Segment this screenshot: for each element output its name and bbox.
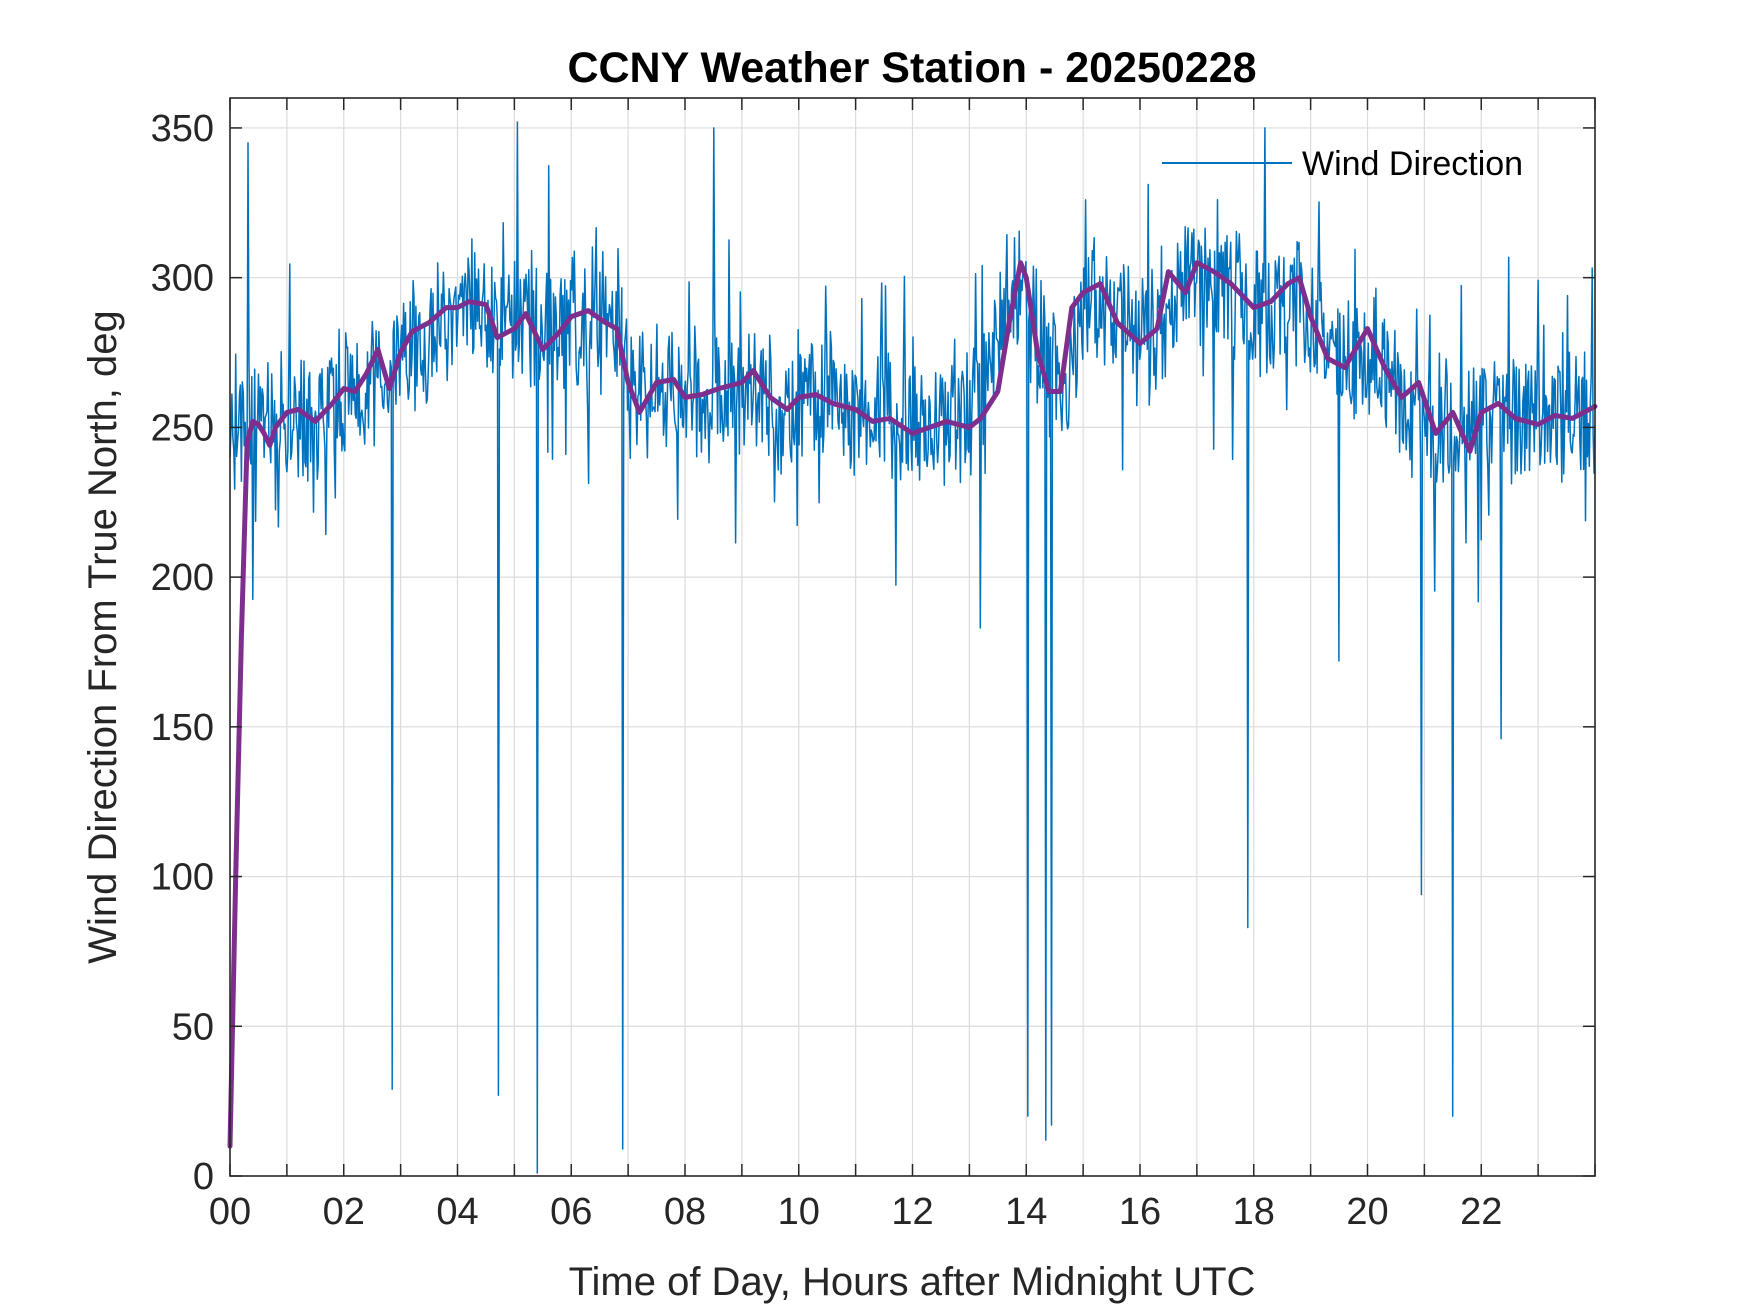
wind-direction-line	[229, 121, 1596, 1174]
y-axis-label: Wind Direction From True North, deg	[81, 310, 125, 964]
y-tick-label: 350	[151, 108, 214, 150]
axis-ticks	[229, 98, 1596, 1177]
x-axis-label: Time of Day, Hours after Midnight UTC	[569, 1260, 1256, 1304]
legend: Wind Direction	[1162, 145, 1523, 183]
legend-label: Wind Direction	[1302, 145, 1523, 183]
series-wind-direction	[229, 121, 1596, 1174]
series-running-mean	[227, 260, 1598, 1149]
x-tick-label: 08	[664, 1191, 706, 1233]
y-tick-label: 50	[172, 1006, 214, 1048]
x-tick-label: 00	[209, 1191, 251, 1233]
tick-labels: 00 02 04 06 08 10 12 14 16 18 20 22 0 50 100 150 200 250 3…	[151, 108, 1503, 1233]
x-tick-label: 16	[1119, 1191, 1161, 1233]
x-tick-label: 06	[550, 1191, 592, 1233]
x-tick-label: 12	[891, 1191, 933, 1233]
running-mean-line	[227, 260, 1598, 1149]
y-tick-label: 0	[193, 1156, 214, 1198]
y-tick-label: 300	[151, 258, 214, 300]
x-tick-label: 14	[1005, 1191, 1047, 1233]
y-tick-label: 150	[151, 707, 214, 749]
chart-title: CCNY Weather Station - 20250228	[567, 44, 1256, 92]
x-tick-label: 04	[436, 1191, 478, 1233]
x-tick-label: 02	[323, 1191, 365, 1233]
x-tick-label: 18	[1233, 1191, 1275, 1233]
y-tick-label: 200	[151, 557, 214, 599]
y-tick-label: 100	[151, 857, 214, 899]
x-tick-label: 20	[1346, 1191, 1388, 1233]
y-tick-label: 250	[151, 407, 214, 449]
x-tick-label: 10	[778, 1191, 820, 1233]
x-tick-label: 22	[1460, 1191, 1502, 1233]
